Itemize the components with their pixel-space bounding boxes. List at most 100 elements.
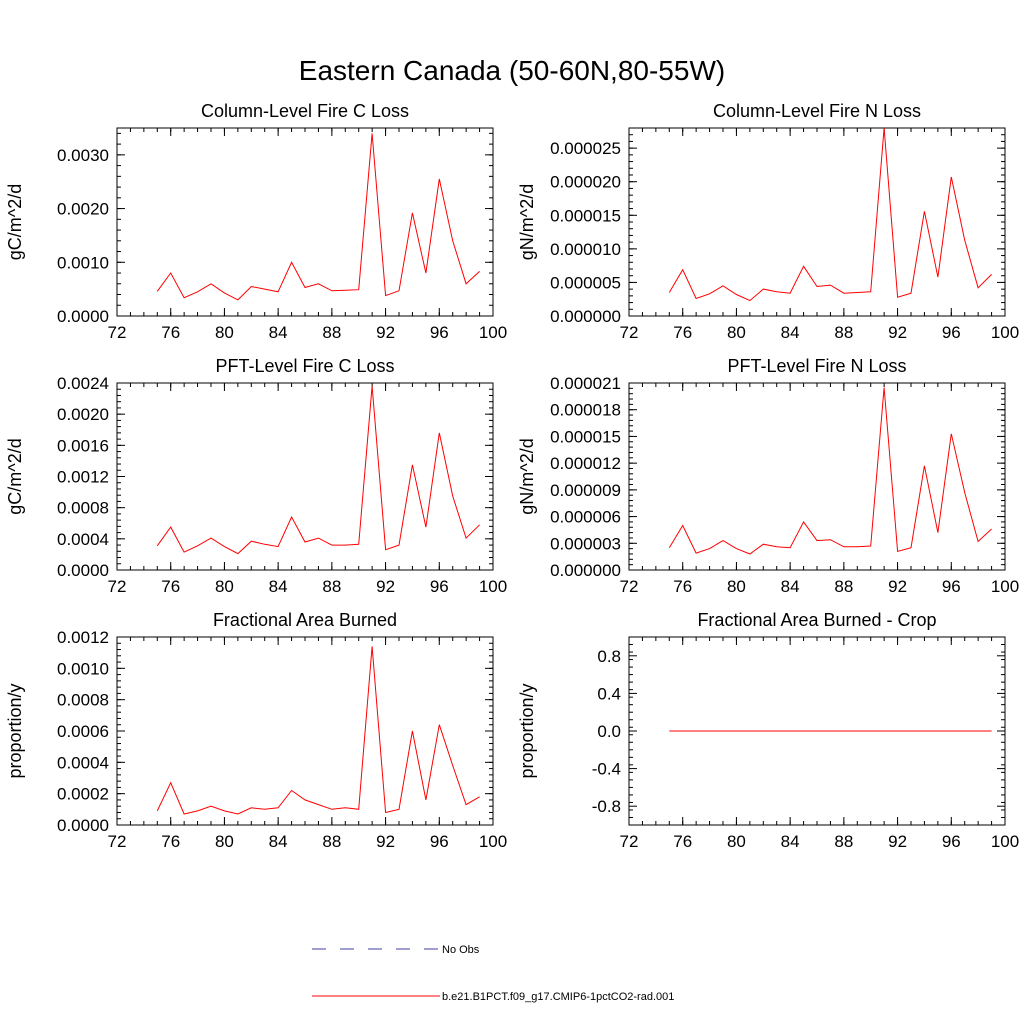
series-line <box>156 646 480 815</box>
x-tick-label: 88 <box>322 577 341 596</box>
x-tick-label: 80 <box>727 832 746 851</box>
x-tick-label: 92 <box>376 323 395 342</box>
x-tick-label: 72 <box>620 323 639 342</box>
x-tick-label: 72 <box>620 577 639 596</box>
y-tick-label: 0.0020 <box>57 405 109 424</box>
series-line <box>668 387 992 555</box>
x-tick-label: 100 <box>479 832 507 851</box>
y-tick-label: 0.0010 <box>57 253 109 272</box>
y-axis-label: gN/m^2/d <box>517 438 537 514</box>
x-tick-label: 100 <box>991 832 1019 851</box>
y-tick-label: 0.000009 <box>550 481 621 500</box>
plot-frame <box>116 636 494 826</box>
x-tick-label: 100 <box>991 323 1019 342</box>
chart-panel-2: Column-Level Fire N Loss gN/m^2/d 72 76 80 84… <box>517 101 1019 342</box>
y-tick-label: 0.000015 <box>550 427 621 446</box>
y-tick-label: 0.0024 <box>57 374 109 393</box>
y-tick-label: 0.0000 <box>57 816 109 835</box>
figure-title: Eastern Canada (50-60N,80-55W) <box>299 55 725 86</box>
y-tick-label: 0.0004 <box>57 753 109 772</box>
plot-frame <box>628 382 1006 571</box>
y-tick-label: 0.0012 <box>57 628 109 647</box>
y-tick-label: 0.0000 <box>57 307 109 326</box>
y-tick-label: 0.0016 <box>57 436 109 455</box>
legend: No Obs b.e21.B1PCT.f09_g17.CMIP6-1pctCO2… <box>312 944 674 1003</box>
x-tick-label: 84 <box>781 577 800 596</box>
chart-panel-5: Fractional Area Burned proportion/y 72 76 80… <box>5 610 507 851</box>
y-tick-label: 0.000015 <box>550 206 621 225</box>
y-tick-label: 0.0002 <box>57 785 109 804</box>
panel-title: PFT-Level Fire N Loss <box>727 356 906 376</box>
x-tick-label: 84 <box>269 323 288 342</box>
x-tick-label: 72 <box>108 323 127 342</box>
x-tick-label: 84 <box>269 832 288 851</box>
x-tick-label: 96 <box>942 323 961 342</box>
chart-panel-1: Column-Level Fire C Loss gC/m^2/d 72 76 80 84… <box>5 101 507 342</box>
x-tick-label: 80 <box>215 832 234 851</box>
x-tick-label: 76 <box>161 832 180 851</box>
panel-title: PFT-Level Fire C Loss <box>215 356 394 376</box>
y-tick-label: 0.000000 <box>550 307 621 326</box>
chart-panels: Column-Level Fire C Loss gC/m^2/d 72 76 80 84… <box>5 101 1019 851</box>
panel-title: Fractional Area Burned - Crop <box>697 610 936 630</box>
y-tick-label: 0.000006 <box>550 508 621 527</box>
y-tick-label: 0.000010 <box>550 240 621 259</box>
panel-title: Column-Level Fire C Loss <box>201 101 409 121</box>
y-tick-label: 0.000005 <box>550 273 621 292</box>
y-axis-label: proportion/y <box>5 683 25 778</box>
x-tick-label: 84 <box>269 577 288 596</box>
x-tick-label: 72 <box>108 832 127 851</box>
chart-panel-3: PFT-Level Fire C Loss gC/m^2/d 72 76 80 84 88 9… <box>5 356 507 596</box>
chart-panel-4: PFT-Level Fire N Loss gN/m^2/d 72 76 80 84 88 9… <box>517 356 1019 596</box>
x-tick-label: 92 <box>376 832 395 851</box>
x-tick-label: 88 <box>834 577 853 596</box>
x-tick-label: 88 <box>834 323 853 342</box>
x-tick-label: 96 <box>430 832 449 851</box>
panel-title: Column-Level Fire N Loss <box>713 101 921 121</box>
x-tick-label: 76 <box>161 323 180 342</box>
x-tick-label: 80 <box>727 577 746 596</box>
x-tick-label: 76 <box>673 323 692 342</box>
series-line <box>156 386 480 555</box>
x-tick-label: 76 <box>161 577 180 596</box>
x-tick-label: 84 <box>781 832 800 851</box>
x-tick-label: 84 <box>781 323 800 342</box>
y-axis-label: gN/m^2/d <box>517 184 537 260</box>
x-tick-label: 96 <box>430 323 449 342</box>
y-tick-label: 0.000020 <box>550 173 621 192</box>
y-tick-label: 0.0012 <box>57 468 109 487</box>
y-tick-label: 0.0008 <box>57 691 109 710</box>
plot-frame <box>628 127 1006 317</box>
legend-label-no-obs: No Obs <box>442 944 480 956</box>
y-tick-label: 0.0 <box>597 722 621 741</box>
x-tick-label: 100 <box>479 577 507 596</box>
x-tick-label: 88 <box>834 832 853 851</box>
y-tick-label: 0.000012 <box>550 454 621 473</box>
x-tick-label: 92 <box>376 577 395 596</box>
y-tick-label: 0.000018 <box>550 401 621 420</box>
panel-title: Fractional Area Burned <box>213 610 397 630</box>
x-tick-label: 76 <box>673 832 692 851</box>
x-tick-label: 88 <box>322 832 341 851</box>
x-tick-label: 92 <box>888 323 907 342</box>
y-tick-label: 0.0030 <box>57 146 109 165</box>
x-tick-label: 80 <box>215 577 234 596</box>
x-tick-label: 76 <box>673 577 692 596</box>
y-tick-label: 0.0000 <box>57 561 109 580</box>
y-tick-label: 0.0020 <box>57 200 109 219</box>
y-tick-label: 0.4 <box>597 684 621 703</box>
x-tick-label: 92 <box>888 577 907 596</box>
y-axis-label: gC/m^2/d <box>5 438 25 514</box>
y-tick-label: 0.0006 <box>57 722 109 741</box>
y-tick-label: -0.8 <box>592 797 621 816</box>
y-tick-label: 0.0010 <box>57 659 109 678</box>
x-tick-label: 92 <box>888 832 907 851</box>
y-tick-label: 0.8 <box>597 647 621 666</box>
x-tick-label: 88 <box>322 323 341 342</box>
x-tick-label: 80 <box>215 323 234 342</box>
x-tick-label: 72 <box>108 577 127 596</box>
x-tick-label: 100 <box>991 577 1019 596</box>
x-tick-label: 96 <box>942 577 961 596</box>
series-line <box>668 127 992 302</box>
legend-label-model: b.e21.B1PCT.f09_g17.CMIP6-1pctCO2-rad.00… <box>442 991 674 1003</box>
